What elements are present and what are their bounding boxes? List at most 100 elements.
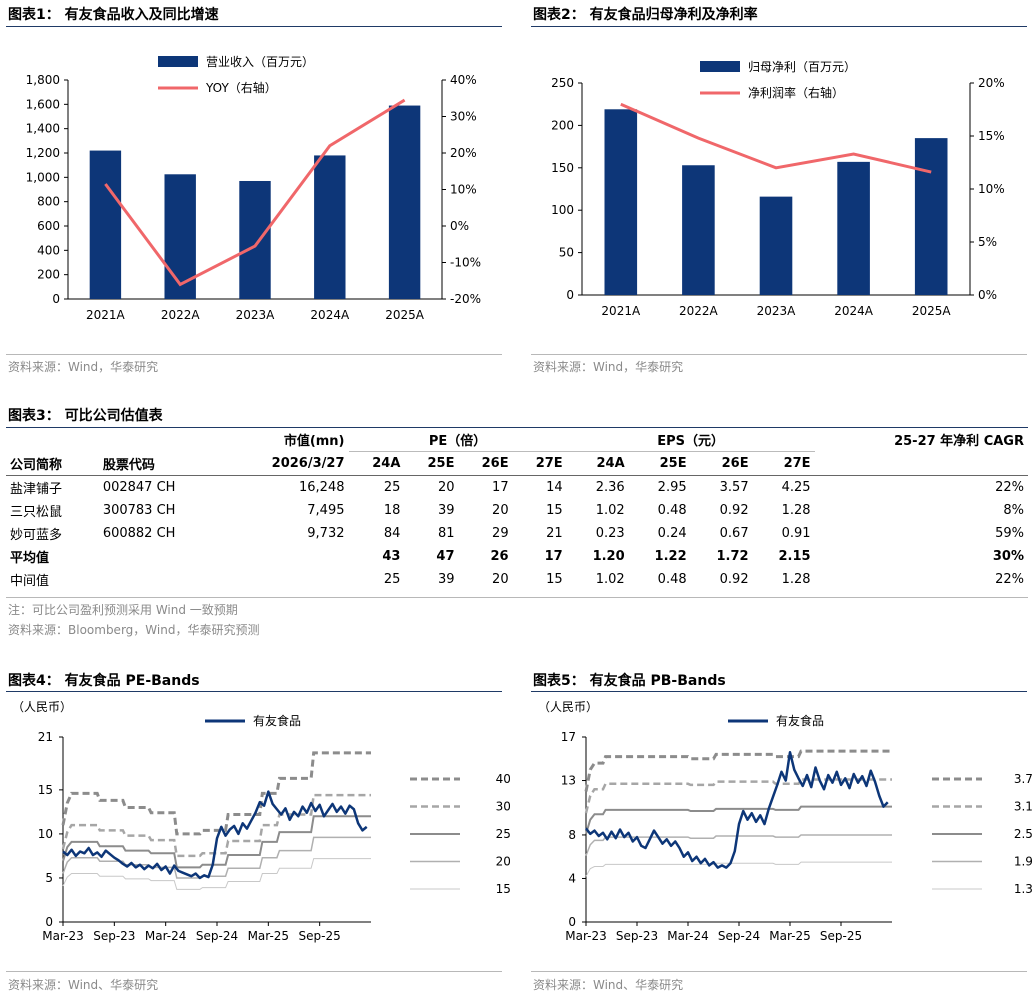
cell-pe: 26 — [490, 549, 509, 564]
fig1-y-left-tick-label: 200 — [37, 268, 60, 282]
cell-eps: 0.92 — [719, 503, 749, 518]
fig1-x-tick-label: 2021A — [86, 308, 126, 322]
fig2-x-tick-label: 2022A — [679, 304, 719, 318]
fig4-legend-label-15x: 15x — [496, 882, 510, 896]
cell-code — [99, 568, 224, 591]
fig5-y-tick-label: 0 — [568, 915, 576, 929]
cell-company: 中间值 — [10, 574, 50, 589]
cell-eps: 0.92 — [719, 572, 749, 587]
fig2-y-left-tick-label: 50 — [559, 246, 574, 260]
cell-eps: 0.48 — [657, 572, 687, 587]
fig5-x-tick-label: Sep-25 — [820, 929, 862, 943]
cell-eps: 1.02 — [595, 503, 625, 518]
fig4-unit: （人民币） — [12, 700, 73, 714]
cell-pe: 20 — [437, 480, 455, 495]
fig5-price-line — [585, 750, 889, 869]
fig5-y-tick-label: 4 — [568, 871, 576, 885]
cell-eps: 0.67 — [719, 526, 749, 541]
table-sub-header-row: 公司简称 股票代码 2026/3/27 24A 25E 26E 27E 24A … — [6, 452, 1028, 476]
fig2-x-tick-label: 2021A — [601, 304, 641, 318]
fig1-x-tick-label: 2022A — [161, 308, 201, 322]
cell-mcap: 16,248 — [299, 480, 345, 495]
cell-cagr: 30% — [992, 549, 1024, 564]
fig4-legend-label-25x: 25x — [496, 827, 510, 841]
fig5-legend-label-1.9x: 1.9x — [1014, 855, 1032, 869]
fig4-x-tick-label: Mar-25 — [248, 929, 289, 943]
fig1-bar — [89, 150, 122, 299]
fig5-band-line-2.5x — [585, 805, 892, 835]
fig1-y-right-tick-label: 0% — [450, 219, 469, 233]
fig5-source-rule — [531, 971, 1027, 972]
fig1-y-left-tick-label: 1,600 — [26, 97, 60, 111]
cell-mcap: 9,732 — [307, 526, 345, 541]
fig5-band-line-1.9x — [585, 834, 892, 856]
fig2-y-right-tick-label: 5% — [978, 235, 997, 249]
fig4-title-rule — [6, 691, 502, 692]
fig2-y-left-tick-label: 200 — [551, 118, 574, 132]
fig2-bar — [759, 196, 793, 295]
cell-code: 600882 CH — [102, 526, 176, 541]
cell-pe: 25 — [383, 572, 401, 587]
fig2-y-left-tick-label: 0 — [566, 288, 574, 302]
cell-eps: 1.28 — [781, 503, 811, 518]
cell-eps: 2.36 — [595, 480, 625, 495]
fig2-y-left-tick-label: 250 — [551, 76, 574, 90]
fig2-title: 图表2： 有友食品归母净利及净利率 — [533, 7, 758, 23]
fig3-bottom-rule — [6, 597, 1028, 598]
fig1-y-right-tick-label: -20% — [450, 292, 481, 306]
table-row: 盐津铺子 002847 CH 16,248 25 20 17 14 2.36 2.95 3.57 4… — [6, 476, 1028, 500]
col-header-code: 股票代码 — [102, 457, 155, 473]
fig2-source-rule — [531, 354, 1027, 355]
table-row: 妙可蓝多 600882 CH 9,732 84 81 29 21 0.23 0.24 0.67 0.… — [6, 522, 1028, 545]
fig2-x-tick-label: 2023A — [757, 304, 797, 318]
fig1-title: 图表1： 有友食品收入及同比增速 — [8, 7, 219, 23]
fig2-legend-line-label: 净利润率（右轴） — [748, 85, 844, 100]
table-top-header-row: 市值(mn) PE（倍） EPS（元） 25-27 年净利 CAGR — [6, 428, 1028, 452]
pe-group-header-label: PE（倍） — [428, 434, 487, 449]
fig2-chart: 0 50 100 150 200 250 0% 5% 10% 15% 20% 2021A 2022A 20… — [551, 60, 1005, 318]
cell-mcap — [224, 568, 349, 591]
cell-mcap: 7,495 — [307, 503, 345, 518]
cell-mcap — [224, 545, 349, 568]
fig4-y-tick-label: 10 — [38, 827, 53, 841]
fig5-legend-label-2.5x: 2.5x — [1014, 827, 1032, 841]
cell-pe: 17 — [492, 480, 509, 495]
fig1-legend-bar-label: 营业收入（百万元） — [206, 55, 314, 69]
fig1-source: 资料来源：Wind，华泰研究 — [8, 360, 159, 374]
fig1-y-left-tick-label: 400 — [37, 243, 60, 257]
fig3-note: 注：可比公司盈利预测采用 Wind 一致预期 — [8, 603, 238, 617]
fig2-legend-bar-swatch — [700, 61, 740, 72]
fig1-legend-line-label: YOY（右轴） — [205, 80, 277, 95]
cell-cagr: 8% — [1003, 503, 1024, 518]
fig2-source: 资料来源：Wind，华泰研究 — [533, 360, 684, 374]
cell-pe: 17 — [544, 549, 563, 564]
col-header-name: 公司简称 — [10, 457, 63, 473]
cell-eps: 0.91 — [781, 526, 811, 541]
cell-company: 平均值 — [10, 551, 50, 566]
cell-pe: 14 — [546, 480, 563, 495]
col-header-pe-26e: 26E — [481, 456, 509, 471]
table-body: 盐津铺子 002847 CH 16,248 25 20 17 14 2.36 2.95 3.57 4… — [6, 476, 1028, 592]
fig2-title-rule — [531, 26, 1027, 27]
cell-pe: 18 — [383, 503, 401, 518]
cagr-header: 25-27 年净利 CAGR — [894, 434, 1024, 450]
cell-pe: 84 — [383, 526, 401, 541]
fig1-source-rule — [6, 354, 502, 355]
fig4-price-line — [62, 790, 368, 880]
cell-pe: 21 — [546, 526, 563, 541]
fig4-band-line-25x — [62, 815, 371, 869]
cell-code — [99, 545, 224, 568]
cell-pe: 43 — [382, 549, 401, 564]
cell-pe: 20 — [492, 503, 509, 518]
cell-eps: 0.24 — [657, 526, 687, 541]
cell-pe: 29 — [492, 526, 509, 541]
fig1-y-right-tick-label: -10% — [450, 256, 481, 270]
fig3-title-rule — [6, 427, 1028, 428]
fig2-line — [620, 102, 932, 174]
fig1-x-tick-label: 2023A — [236, 308, 276, 322]
fig1-y-left-tick-label: 600 — [37, 219, 60, 233]
fig1-title-rule — [6, 26, 502, 27]
table-row: 三只松鼠 300783 CH 7,495 18 39 20 15 1.02 0.48 0.92 1.… — [6, 499, 1028, 522]
fig3-title: 图表3： 可比公司估值表 — [8, 408, 163, 424]
fig1-bar — [388, 105, 421, 299]
